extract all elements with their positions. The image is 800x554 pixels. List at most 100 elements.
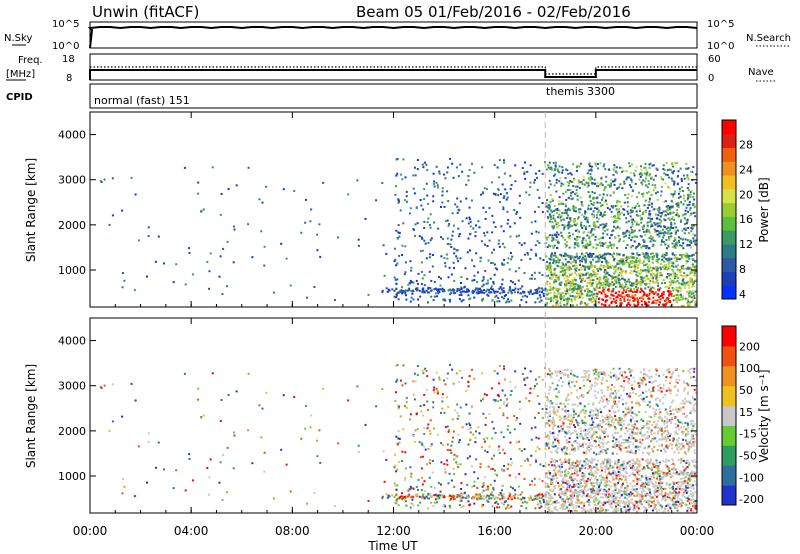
data-cell <box>404 176 407 179</box>
data-cell <box>412 281 415 284</box>
data-cell <box>581 258 584 261</box>
data-cell <box>681 186 683 189</box>
data-cell <box>676 410 679 413</box>
data-cell <box>555 304 558 307</box>
data-cell <box>561 166 564 169</box>
data-cell <box>656 431 659 434</box>
data-cell <box>599 244 602 247</box>
data-cell <box>560 231 563 234</box>
data-cell <box>431 254 434 256</box>
data-cell <box>644 507 647 509</box>
data-cell <box>458 439 461 441</box>
data-cell <box>603 253 606 256</box>
data-cell <box>669 273 672 276</box>
data-cell <box>607 245 610 247</box>
data-cell <box>367 499 370 502</box>
data-cell <box>601 215 604 218</box>
data-cell <box>444 383 447 386</box>
data-cell <box>401 497 404 500</box>
data-cell <box>535 230 538 233</box>
data-cell <box>630 226 632 229</box>
data-cell <box>612 287 615 290</box>
data-cell <box>579 502 582 505</box>
data-cell <box>617 278 620 280</box>
data-cell <box>475 430 477 433</box>
data-cell <box>582 484 585 487</box>
data-cell <box>580 501 583 504</box>
data-cell <box>569 280 572 283</box>
data-cell <box>630 178 632 181</box>
data-cell <box>692 493 695 496</box>
data-cell <box>662 168 665 171</box>
data-cell <box>672 399 675 402</box>
data-cell <box>495 294 498 297</box>
data-cell <box>643 276 646 279</box>
data-cell <box>472 433 475 436</box>
data-cell <box>536 498 539 501</box>
data-cell <box>612 229 615 232</box>
data-cell <box>631 406 634 409</box>
data-cell <box>585 257 588 260</box>
data-cell <box>163 262 165 265</box>
data-cell <box>429 226 432 229</box>
data-cell <box>676 209 679 212</box>
data-cell <box>633 270 636 273</box>
data-cell <box>519 498 522 501</box>
data-cell <box>570 198 573 201</box>
data-cell <box>502 403 505 405</box>
data-cell <box>619 466 622 469</box>
data-cell <box>577 179 580 182</box>
data-cell <box>579 259 582 262</box>
data-cell <box>598 290 601 293</box>
data-cell <box>310 414 313 417</box>
data-cell <box>633 262 636 265</box>
data-cell <box>564 177 567 180</box>
data-cell <box>473 274 476 277</box>
data-cell <box>636 196 638 199</box>
data-cell <box>684 275 687 278</box>
data-cell <box>467 385 470 388</box>
data-cell <box>537 412 540 414</box>
data-cell <box>553 287 556 290</box>
data-cell <box>588 279 591 282</box>
data-cell <box>507 425 510 427</box>
data-cell <box>689 368 692 370</box>
data-cell <box>499 399 502 402</box>
beam-date-title: Beam 05 01/Feb/2016 - 02/Feb/2016 <box>356 3 631 21</box>
data-cell <box>619 284 622 286</box>
data-cell <box>596 478 599 481</box>
data-cell <box>456 290 459 292</box>
data-cell <box>567 260 570 263</box>
data-cell <box>406 289 409 292</box>
data-cell <box>473 496 476 499</box>
data-cell <box>309 220 312 223</box>
data-cell <box>658 374 661 377</box>
data-cell <box>452 494 455 497</box>
data-cell <box>459 406 462 409</box>
data-cell <box>593 178 596 181</box>
data-cell <box>673 502 676 505</box>
data-cell <box>519 216 522 219</box>
data-cell <box>580 286 583 289</box>
data-cell <box>687 255 690 258</box>
data-cell <box>530 454 533 457</box>
data-cell <box>622 289 625 292</box>
data-cell <box>559 377 562 379</box>
data-cell <box>441 444 444 446</box>
data-cell <box>382 244 385 247</box>
data-cell <box>514 180 517 183</box>
cpid-strip: CPID normal (fast) 151 themis 3300 <box>6 83 698 109</box>
data-cell <box>646 186 649 189</box>
power-data-pixels <box>99 157 697 307</box>
data-cell <box>530 277 533 280</box>
data-cell <box>523 171 526 174</box>
data-cell <box>586 489 589 492</box>
data-cell <box>646 452 649 454</box>
data-cell <box>406 406 408 409</box>
data-cell <box>638 178 641 181</box>
data-cell <box>670 264 673 267</box>
data-cell <box>484 476 487 479</box>
data-cell <box>487 488 490 491</box>
data-cell <box>508 268 511 271</box>
data-cell <box>679 287 682 290</box>
